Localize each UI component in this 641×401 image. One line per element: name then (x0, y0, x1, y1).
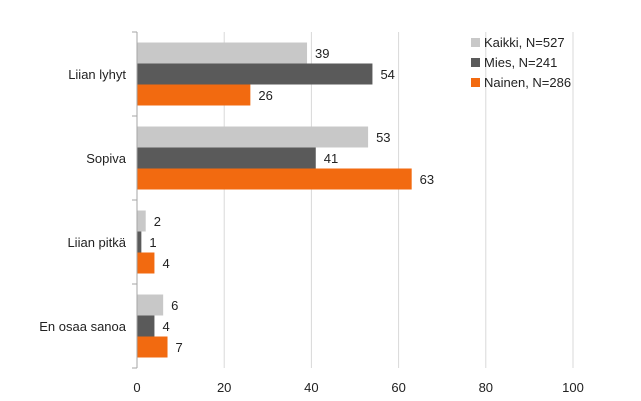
legend-swatch (471, 78, 480, 87)
data-label: 26 (258, 88, 272, 103)
x-tick-label: 60 (391, 380, 405, 395)
x-tick-label: 80 (479, 380, 493, 395)
legend-label: Kaikki, N=527 (484, 35, 565, 50)
bar (137, 42, 308, 64)
legend-swatch (471, 58, 480, 67)
bar (137, 147, 316, 169)
bar (137, 294, 164, 316)
data-label: 53 (376, 130, 390, 145)
bar (137, 168, 412, 190)
bar (137, 210, 146, 232)
data-label: 54 (380, 67, 394, 82)
x-tick-label: 20 (217, 380, 231, 395)
legend-label: Mies, N=241 (484, 55, 557, 70)
legend: Kaikki, N=527 Mies, N=241 Nainen, N=286 (471, 35, 571, 90)
axes: 0 20 40 60 80 100 Liian lyhyt Sopiva Liian pitkä… (39, 31, 584, 395)
data-label: 4 (162, 319, 169, 334)
data-label: 4 (162, 256, 169, 271)
legend-label: Nainen, N=286 (484, 75, 571, 90)
category-label: Liian pitkä (67, 235, 126, 250)
data-label: 39 (315, 46, 329, 61)
data-label: 41 (324, 151, 338, 166)
x-tick-label: 100 (562, 380, 584, 395)
data-label: 7 (176, 340, 183, 355)
legend-swatch (471, 38, 480, 47)
x-tick-label: 40 (304, 380, 318, 395)
data-label: 1 (149, 235, 156, 250)
category-label: Sopiva (86, 151, 127, 166)
x-tick-label: 0 (133, 380, 140, 395)
category-label: Liian lyhyt (68, 67, 126, 82)
bar (137, 231, 142, 253)
bars (137, 42, 412, 358)
bar (137, 252, 155, 274)
bar (137, 336, 168, 358)
data-label: 6 (171, 298, 178, 313)
data-label: 63 (420, 172, 434, 187)
bar (137, 84, 251, 106)
bar (137, 126, 369, 148)
bar (137, 63, 373, 85)
gridlines (223, 32, 574, 368)
bar (137, 315, 155, 337)
data-label: 2 (154, 214, 161, 229)
category-label: En osaa sanoa (39, 319, 127, 334)
